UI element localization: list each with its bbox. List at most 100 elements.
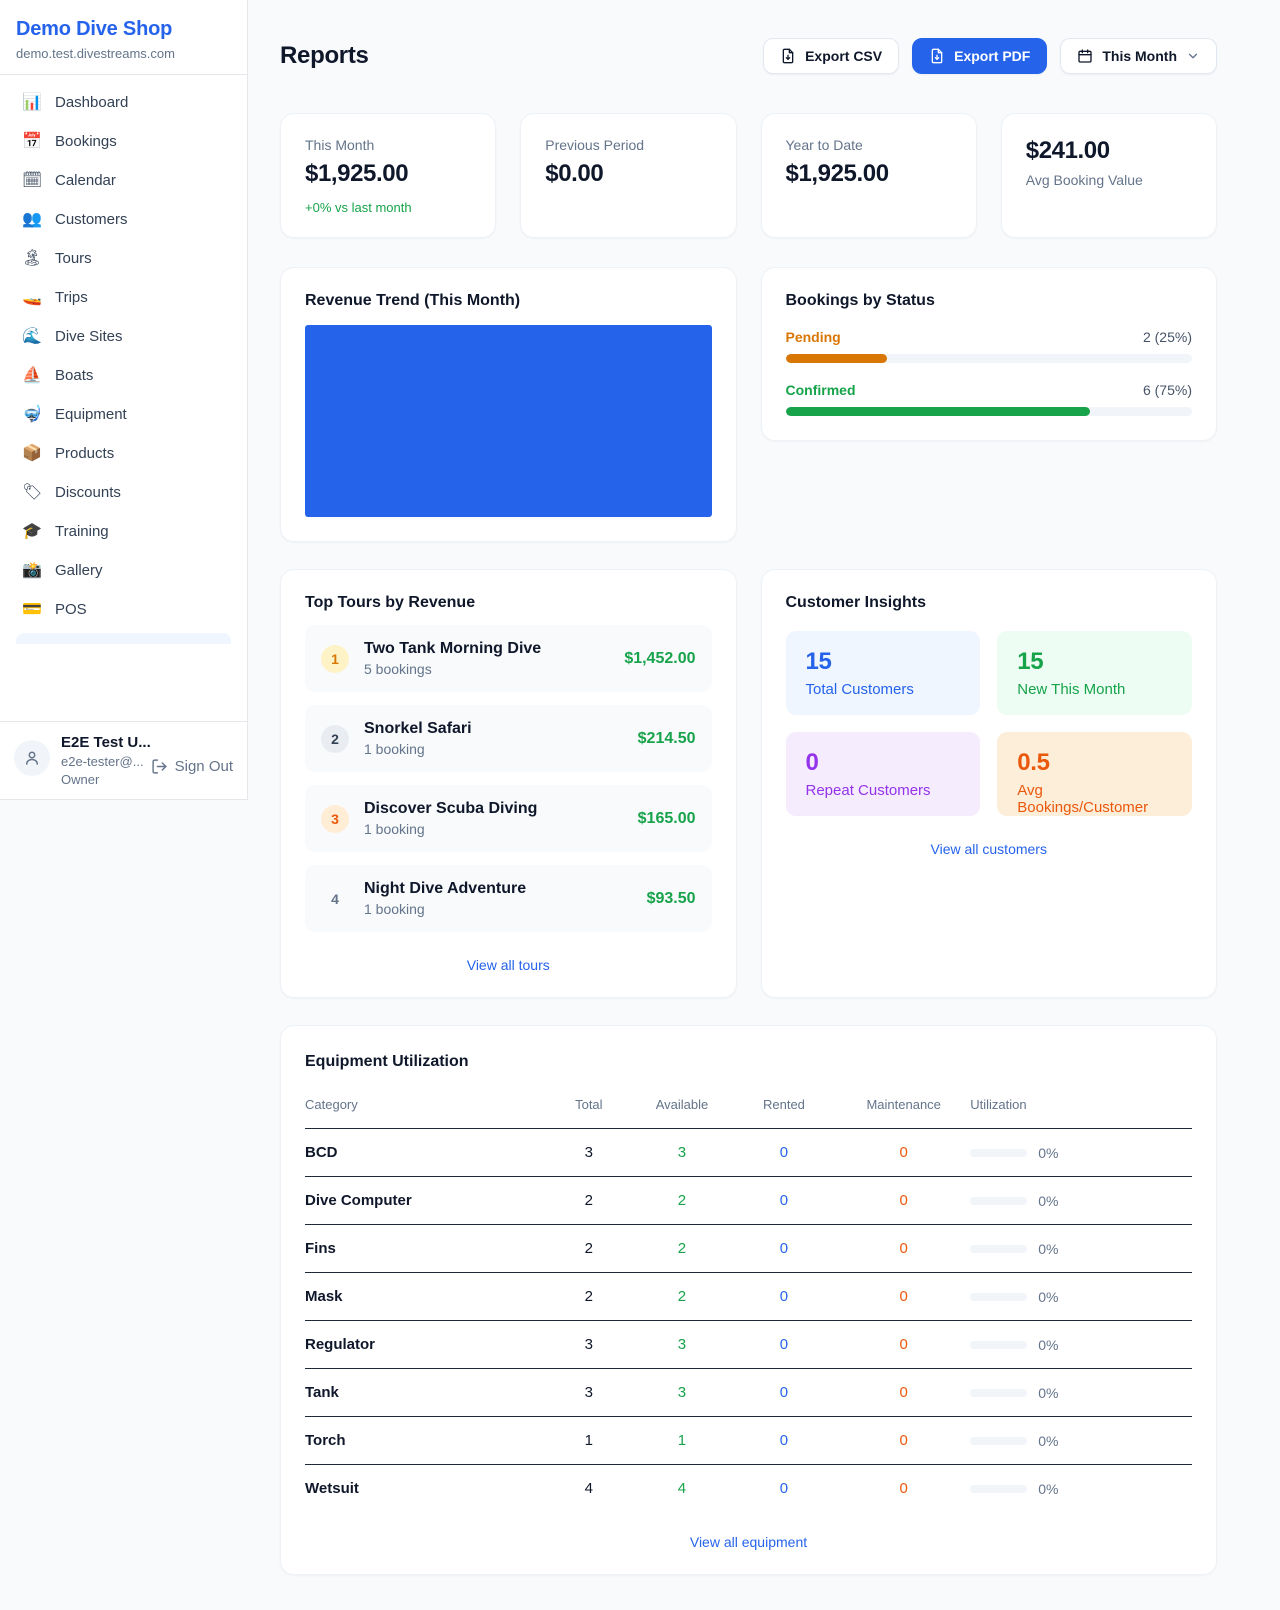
view-all-tours-link[interactable]: View all tours — [466, 957, 550, 974]
table-row: Wetsuit 4 4 0 0 0% — [305, 1465, 1192, 1513]
view-all-equipment-link[interactable]: View all equipment — [689, 1534, 808, 1551]
tour-amount: $1,452.00 — [624, 649, 696, 667]
tour-row: 2 Snorkel Safari 1 booking $214.50 — [305, 705, 712, 773]
sidebar-item-pos[interactable]: 💳 POS — [12, 592, 235, 627]
rank-badge: 4 — [331, 890, 339, 907]
cell-category: Mask — [305, 1272, 545, 1322]
period-select[interactable]: This Month — [1060, 38, 1217, 75]
export-pdf-label: Export PDF — [954, 48, 1031, 65]
utilization-percent: 0% — [1038, 1240, 1059, 1257]
stat-card-this-month: This Month $1,925.00 +0% vs last month — [280, 113, 497, 239]
status-bar-track — [785, 354, 1192, 364]
customer-insights-card: Customer Insights 15 Total Customers 15 … — [760, 569, 1217, 999]
sidebar-item-gallery[interactable]: 📸 Gallery — [12, 553, 235, 588]
calendar-icon: 🗓 — [22, 171, 43, 189]
stat-label: Avg Booking Value — [1025, 172, 1143, 189]
package-icon: 📦 — [22, 444, 42, 462]
utilization-bar — [970, 1292, 1028, 1301]
topbar-actions: Export CSV Export PDF — [763, 38, 1217, 75]
dashboard-icon: 📊 — [22, 93, 42, 111]
equipment-utilization-title: Equipment Utilization — [305, 1053, 469, 1071]
cell-category: Fins — [305, 1224, 545, 1274]
rank-badge: 3 — [321, 804, 349, 833]
tour-row: 3 Discover Scuba Diving 1 booking $165.0… — [305, 785, 712, 853]
table-header-row: Category Total Available Rented Maintena… — [305, 1085, 1192, 1130]
utilization-bar — [970, 1196, 1028, 1205]
sidebar-item-training[interactable]: 🎓 Training — [12, 514, 235, 549]
view-all-customers-link[interactable]: View all customers — [930, 841, 1047, 858]
cell-available: 2 — [633, 1224, 731, 1274]
bookings-by-status-card: Bookings by Status Pending 2 (25%) Confi… — [760, 267, 1217, 442]
insight-tiles: 15 Total Customers 15 New This Month 0 R… — [785, 631, 1192, 817]
sidebar-item-equipment[interactable]: 🤿 Equipment — [12, 397, 235, 432]
tile-value: 15 — [1017, 648, 1044, 676]
cell-total: 2 — [544, 1224, 634, 1274]
export-csv-button[interactable]: Export CSV — [763, 38, 900, 75]
tile-value: 15 — [805, 648, 832, 676]
sidebar-item-dashboard[interactable]: 📊 Dashboard — [12, 85, 235, 120]
table-row: Tank 3 3 0 0 0% — [305, 1368, 1192, 1418]
sidebar-item-bookings[interactable]: 📅 Bookings — [12, 124, 235, 159]
sidebar-item-tours[interactable]: 🏝 Tours — [12, 241, 235, 276]
sidebar-item-label: Calendar — [55, 172, 116, 189]
sidebar-item-label: Customers — [55, 211, 128, 228]
stat-label: This Month — [305, 137, 375, 154]
tour-name: Discover Scuba Diving — [364, 800, 538, 818]
sidebar-item-label: Dive Sites — [55, 328, 123, 345]
status-bar-fill — [785, 407, 1091, 417]
cell-category: BCD — [305, 1128, 545, 1178]
utilization-percent: 0% — [1038, 1432, 1059, 1449]
sidebar-nav: 📊 Dashboard 📅 Bookings 🗓 Calendar 👥 Cust… — [0, 75, 247, 721]
cell-rented: 0 — [730, 1224, 838, 1274]
cell-available: 4 — [677, 1480, 687, 1498]
sidebar-item-label: Tours — [55, 250, 92, 267]
rank-badge: 2 — [321, 724, 349, 753]
customer-insights-title: Customer Insights — [785, 594, 926, 612]
table-row: Regulator 3 3 0 0 0% — [305, 1320, 1192, 1370]
cell-category: Regulator — [305, 1320, 545, 1370]
revenue-trend-card: Revenue Trend (This Month) — [280, 267, 737, 543]
utilization-bar — [970, 1436, 1028, 1445]
tour-bookings: 1 booking — [364, 741, 425, 758]
table-row: Dive Computer 2 2 0 0 0% — [305, 1176, 1192, 1226]
utilization-bar — [970, 1148, 1028, 1157]
sidebar-item-customers[interactable]: 👥 Customers — [12, 202, 235, 237]
graduation-cap-icon: 🎓 — [22, 522, 42, 540]
sidebar-item-dive-sites[interactable]: 🌊 Dive Sites — [12, 319, 235, 354]
export-pdf-button[interactable]: Export PDF — [912, 38, 1048, 75]
credit-card-icon: 💳 — [22, 600, 42, 618]
tile-label: Repeat Customers — [805, 782, 931, 800]
tile-total-customers: 15 Total Customers — [785, 631, 981, 716]
sidebar-item-reports-partial[interactable] — [16, 633, 231, 644]
topbar: Reports Export CSV — [280, 26, 1217, 86]
revenue-trend-title: Revenue Trend (This Month) — [305, 292, 521, 310]
sidebar-item-trips[interactable]: 🚤 Trips — [12, 280, 235, 315]
cell-rented: 0 — [730, 1176, 838, 1226]
wave-icon: 🌊 — [22, 327, 42, 345]
sidebar-item-label: Trips — [55, 289, 88, 306]
sidebar-item-calendar[interactable]: 🗓 Calendar — [12, 163, 235, 198]
sign-out-button[interactable]: Sign Out — [151, 758, 233, 775]
column-header-category: Category — [305, 1085, 545, 1130]
status-row-confirmed: Confirmed 6 (75%) — [785, 382, 1192, 417]
sidebar-item-boats[interactable]: ⛵ Boats — [12, 358, 235, 393]
main-content: Reports Export CSV — [248, 0, 1280, 1610]
speedboat-icon: 🚤 — [22, 288, 42, 306]
utilization-percent: 0% — [1038, 1384, 1059, 1401]
sidebar-item-label: POS — [55, 601, 87, 618]
utilization-bar — [970, 1244, 1028, 1253]
sidebar-item-label: Training — [55, 523, 109, 540]
sidebar-item-label: Products — [55, 445, 115, 462]
person-icon — [26, 751, 38, 765]
customers-icon: 👥 — [22, 210, 42, 228]
sidebar-item-products[interactable]: 📦 Products — [12, 436, 235, 471]
sidebar-item-discounts[interactable]: 🏷 Discounts — [12, 475, 235, 510]
cell-rented: 0 — [730, 1416, 838, 1466]
sailboat-icon: ⛵ — [22, 366, 42, 384]
tile-label: New This Month — [1017, 681, 1126, 699]
utilization-bar — [970, 1484, 1028, 1493]
shop-domain: demo.test.divestreams.com — [16, 46, 175, 61]
stat-delta: +0% vs last month — [305, 200, 412, 216]
rank-badge: 1 — [321, 644, 349, 673]
